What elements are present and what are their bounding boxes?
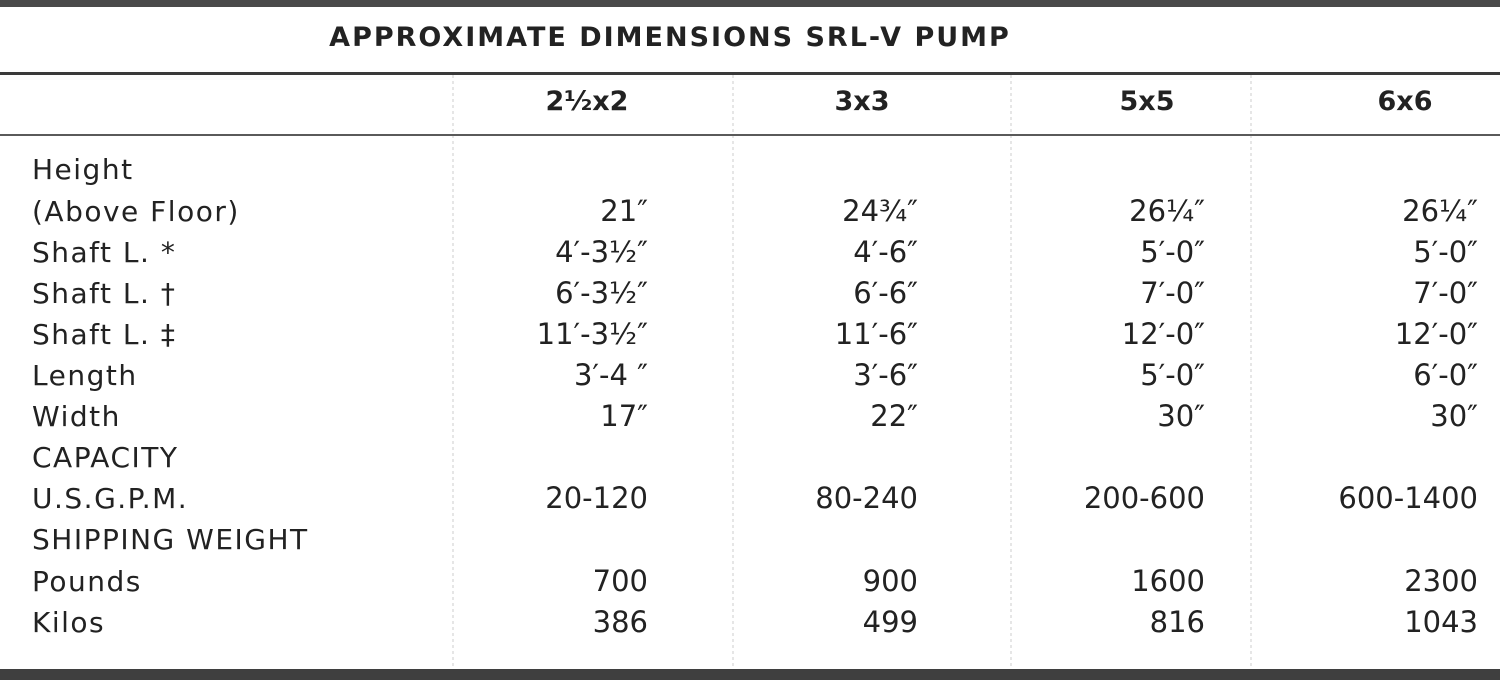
row-label: CAPACITY (32, 441, 179, 474)
table-cell: 30″ (1430, 399, 1478, 433)
column-header-2-5x2: 2½x2 (545, 86, 629, 117)
table-cell: 1043 (1404, 605, 1478, 639)
row-label: Kilos (32, 606, 106, 639)
table-cell: 3′-4 ″ (573, 358, 648, 392)
column-divider (732, 75, 734, 669)
table-cell: 26¼″ (1129, 194, 1205, 228)
row-label: Shaft L. * (32, 236, 177, 269)
table-cell: 6′-0″ (1413, 358, 1478, 392)
table-cell: 2300 (1404, 564, 1478, 598)
table-cell: 7′-0″ (1413, 276, 1478, 310)
row-label: Length (32, 359, 138, 392)
row-label: Shaft L. ‡ (32, 318, 177, 351)
row-label: Height (32, 153, 134, 186)
table-cell: 700 (592, 564, 648, 598)
table-title: APPROXIMATE DIMENSIONS SRL-V PUMP (329, 22, 1011, 53)
table-cell: 4′-3½″ (555, 235, 648, 269)
row-label: Width (32, 400, 121, 433)
column-header-6x6: 6x6 (1377, 86, 1433, 117)
row-label: U.S.G.P.M. (32, 482, 189, 515)
table-cell: 11′-6″ (834, 317, 918, 351)
table-cell: 3′-6″ (853, 358, 918, 392)
table-cell: 24¾″ (842, 194, 918, 228)
table-cell: 5′-0″ (1140, 235, 1205, 269)
table-cell: 17″ (600, 399, 648, 433)
table-cell: 6′-3½″ (555, 276, 648, 310)
table-cell: 1600 (1131, 564, 1205, 598)
title-rule (0, 72, 1500, 75)
table-cell: 12′-0″ (1121, 317, 1205, 351)
header-rule (0, 134, 1500, 136)
row-label: (Above Floor) (32, 195, 240, 228)
table-cell: 26¼″ (1402, 194, 1478, 228)
table-cell: 80-240 (815, 481, 918, 515)
table-cell: 11′-3½″ (536, 317, 648, 351)
column-divider (1010, 75, 1012, 669)
table-cell: 7′-0″ (1140, 276, 1205, 310)
table-cell: 386 (592, 605, 648, 639)
table-cell: 6′-6″ (853, 276, 918, 310)
column-divider (1250, 75, 1252, 669)
table-cell: 200-600 (1083, 481, 1205, 515)
column-header-3x3: 3x3 (834, 86, 890, 117)
column-header-5x5: 5x5 (1119, 86, 1175, 117)
table-cell: 499 (862, 605, 918, 639)
top-rule (0, 0, 1500, 7)
table-cell: 22″ (870, 399, 918, 433)
table-cell: 4′-6″ (853, 235, 918, 269)
table-cell: 600-1400 (1338, 481, 1478, 515)
column-divider (452, 75, 454, 669)
row-label: SHIPPING WEIGHT (32, 523, 309, 556)
table-cell: 900 (862, 564, 918, 598)
table-cell: 5′-0″ (1413, 235, 1478, 269)
row-label: Pounds (32, 565, 142, 598)
table-cell: 21″ (600, 194, 648, 228)
table-cell: 12′-0″ (1394, 317, 1478, 351)
table-cell: 20-120 (545, 481, 648, 515)
table-cell: 30″ (1157, 399, 1205, 433)
table-cell: 5′-0″ (1140, 358, 1205, 392)
table-cell: 816 (1149, 605, 1205, 639)
bottom-rule (0, 669, 1500, 680)
row-label: Shaft L. † (32, 277, 177, 310)
